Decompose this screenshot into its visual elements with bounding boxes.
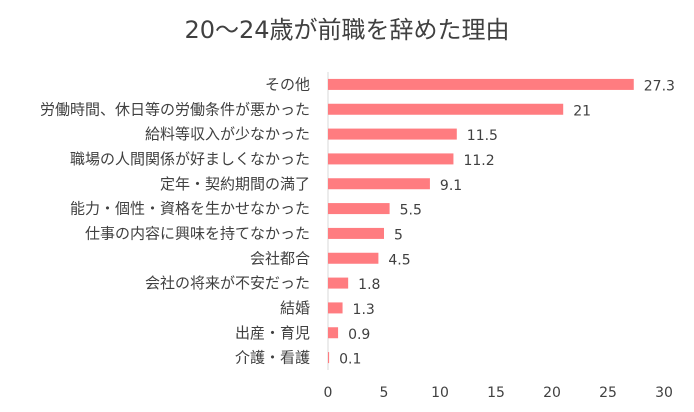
- category-label: 会社都合: [250, 249, 310, 267]
- category-label: 介護・看護: [235, 349, 310, 367]
- data-label: 0.1: [339, 352, 361, 368]
- bar: [328, 352, 330, 364]
- bar: [328, 302, 343, 314]
- category-label: その他: [265, 75, 310, 93]
- bar: [328, 203, 390, 215]
- category-label: 仕事の内容に興味を持てなかった: [85, 224, 310, 242]
- data-label: 9.1: [440, 178, 462, 194]
- data-label: 11.5: [467, 128, 498, 144]
- category-label: 定年・契約期間の満了: [160, 175, 310, 193]
- bar: [328, 78, 634, 90]
- data-label: 5: [394, 227, 403, 243]
- bar: [328, 153, 454, 165]
- bar: [328, 178, 430, 190]
- bar: [328, 103, 564, 115]
- category-label: 出産・育児: [235, 324, 310, 342]
- bar: [328, 227, 384, 239]
- bar: [328, 277, 349, 289]
- x-tick-label: 15: [487, 385, 505, 401]
- x-tick-label: 25: [599, 385, 617, 401]
- data-label: 0.9: [348, 327, 370, 343]
- x-tick-label: 5: [380, 385, 389, 401]
- data-label: 11.2: [463, 153, 494, 169]
- data-label: 5.5: [400, 203, 422, 219]
- x-tick-label: 30: [655, 385, 673, 401]
- bar: [328, 327, 339, 339]
- category-label: 労働時間、休日等の労働条件が悪かった: [40, 100, 310, 118]
- category-label: 能力・個性・資格を生かせなかった: [70, 200, 310, 218]
- category-label: 給料等収入が少なかった: [145, 125, 310, 143]
- data-label: 1.8: [358, 277, 380, 293]
- data-label: 1.3: [353, 302, 375, 318]
- chart-title: 20〜24歳が前職を辞めた理由: [184, 16, 510, 44]
- data-label: 27.3: [644, 78, 675, 94]
- category-label: 結婚: [280, 299, 310, 317]
- x-tick-label: 20: [543, 385, 561, 401]
- category-label: 職場の人間関係が好ましくなかった: [70, 150, 310, 168]
- bar: [328, 252, 379, 264]
- data-label: 4.5: [388, 252, 410, 268]
- data-label: 21: [573, 103, 591, 119]
- x-tick-label: 10: [431, 385, 449, 401]
- x-tick-label: 0: [324, 385, 333, 401]
- bar: [328, 128, 457, 140]
- category-label: 会社の将来が不安だった: [145, 274, 310, 292]
